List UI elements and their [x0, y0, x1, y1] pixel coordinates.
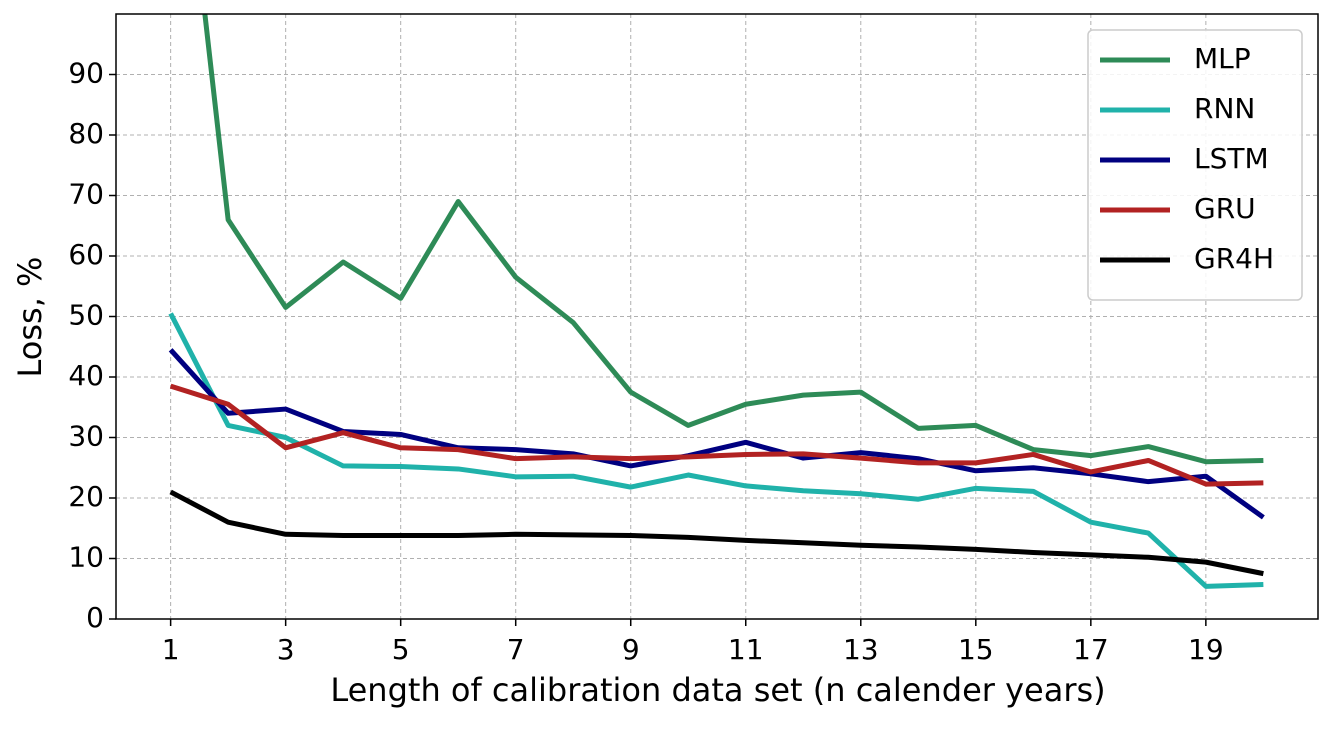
y-tick-label: 80	[68, 117, 104, 150]
y-tick-label: 30	[68, 420, 104, 453]
x-tick-label: 3	[277, 633, 295, 666]
legend-box	[1087, 29, 1303, 301]
plot-frame	[115, 13, 1319, 620]
series-line	[168, 348, 1265, 520]
y-axis-label: Loss, %	[11, 257, 49, 378]
legend-label: MLP	[1194, 42, 1251, 75]
series-line	[168, 312, 1264, 589]
y-tick-label: 40	[68, 359, 104, 392]
legend-label: RNN	[1194, 92, 1255, 125]
y-tick-label: 70	[68, 178, 104, 211]
x-tick-label: 5	[392, 633, 410, 666]
legend-label: LSTM	[1194, 142, 1269, 175]
series-line	[202, 14, 1264, 465]
legend-label: GRU	[1194, 192, 1256, 225]
y-tick-label: 10	[68, 541, 104, 574]
x-axis-label: Length of calibration data set (n calend…	[330, 671, 1105, 709]
x-tick-label: 1	[162, 633, 180, 666]
x-tick-label: 17	[1073, 633, 1109, 666]
y-tick-label: 50	[68, 299, 104, 332]
x-tick-label: 15	[958, 633, 994, 666]
y-tick-label: 0	[86, 601, 104, 634]
x-tick-label: 9	[622, 633, 640, 666]
y-tick-label: 60	[68, 238, 104, 271]
x-tick-label: 11	[728, 633, 764, 666]
y-tick-label: 90	[68, 57, 104, 90]
series-line	[169, 489, 1264, 577]
x-tick-label: 7	[507, 633, 525, 666]
series-line	[169, 383, 1264, 487]
y-tick-label: 20	[68, 480, 104, 513]
x-tick-label: 13	[843, 633, 879, 666]
plot-lines	[168, 14, 1265, 589]
x-tick-label: 19	[1188, 633, 1224, 666]
legend-label: GR4H	[1194, 242, 1274, 275]
